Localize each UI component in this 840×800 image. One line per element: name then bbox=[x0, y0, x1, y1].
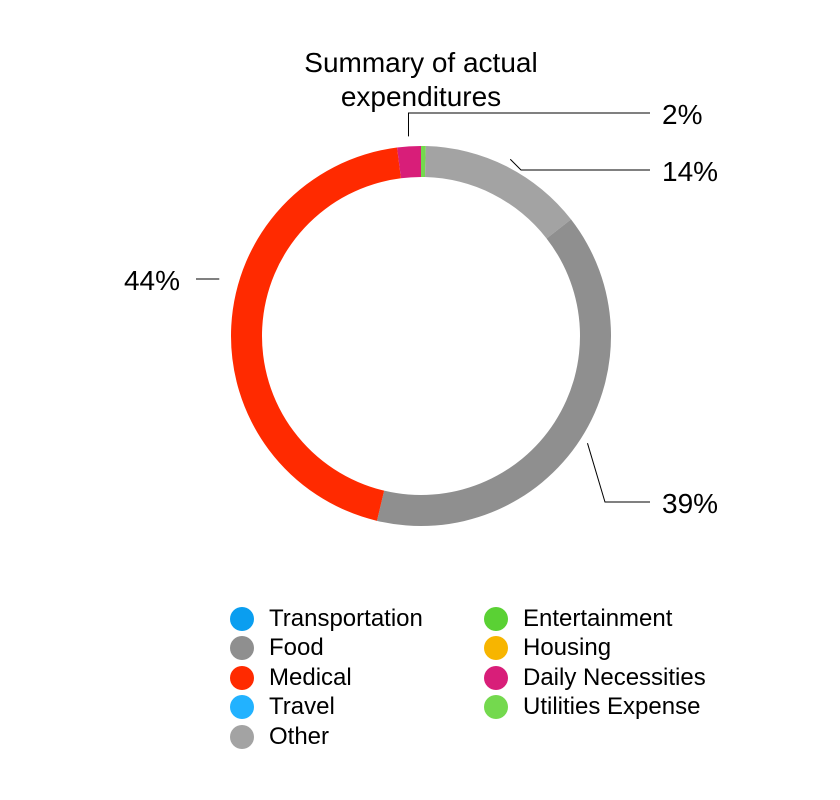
donut-slices bbox=[231, 146, 611, 527]
legend-label-entertainment: Entertainment bbox=[523, 604, 673, 632]
callout-food: 39% bbox=[586, 443, 718, 519]
legend-item-travel: Travel bbox=[230, 693, 423, 723]
legend-swatch-housing bbox=[484, 636, 508, 661]
legend-label-utilities-expense: Utilities Expense bbox=[523, 693, 701, 721]
legend-label-travel: Travel bbox=[269, 693, 335, 721]
data-label-callouts: 2% 14% 39% 44% bbox=[124, 99, 718, 519]
legend-column-right: Entertainment Housing Daily Necessities Uti… bbox=[484, 604, 706, 722]
chart-title: Summary of actual expenditures bbox=[304, 47, 538, 112]
data-label-daily-necessities: 2% bbox=[662, 99, 702, 130]
legend-swatch-entertainment bbox=[484, 606, 508, 631]
legend-swatch-transportation bbox=[230, 606, 254, 631]
leader-line-food bbox=[586, 443, 650, 503]
callout-other: 14% bbox=[509, 156, 718, 187]
slice-utilities-expense bbox=[421, 146, 426, 178]
callout-daily-necessities: 2% bbox=[407, 99, 702, 137]
leader-line-other bbox=[509, 158, 650, 171]
slice-food bbox=[376, 219, 611, 527]
legend-item-daily-necessities: Daily Necessities bbox=[484, 663, 706, 693]
legend-column-left: Transportation Food Medical Travel Other bbox=[230, 604, 423, 752]
legend-swatch-other bbox=[230, 724, 254, 749]
legend-label-other: Other bbox=[269, 722, 330, 750]
legend-label-daily-necessities: Daily Necessities bbox=[523, 663, 706, 691]
legend-item-other: Other bbox=[230, 722, 423, 752]
slice-medical bbox=[231, 147, 401, 521]
legend-item-utilities-expense: Utilities Expense bbox=[484, 693, 706, 723]
legend-swatch-daily-necessities bbox=[484, 665, 508, 690]
legend-item-housing: Housing bbox=[484, 634, 706, 664]
legend-swatch-food bbox=[230, 636, 254, 661]
slice-other bbox=[425, 146, 572, 239]
legend-label-housing: Housing bbox=[523, 634, 612, 662]
legend-item-food: Food bbox=[230, 634, 423, 664]
legend-label-medical: Medical bbox=[269, 663, 352, 691]
legend-label-food: Food bbox=[269, 634, 324, 662]
callout-medical: 44% bbox=[124, 265, 220, 296]
legend-swatch-utilities-expense bbox=[484, 695, 508, 720]
data-label-medical: 44% bbox=[124, 265, 180, 296]
legend-swatch-travel bbox=[230, 695, 254, 720]
legend-item-entertainment: Entertainment bbox=[484, 604, 706, 634]
legend-swatch-medical bbox=[230, 665, 254, 690]
legend-item-transportation: Transportation bbox=[230, 604, 423, 634]
data-label-other: 14% bbox=[662, 156, 718, 187]
slice-daily-necessities bbox=[397, 146, 421, 179]
data-label-food: 39% bbox=[662, 488, 718, 519]
legend-item-medical: Medical bbox=[230, 663, 423, 693]
legend-label-transportation: Transportation bbox=[269, 604, 423, 632]
leader-line-daily-necessities bbox=[407, 112, 650, 137]
